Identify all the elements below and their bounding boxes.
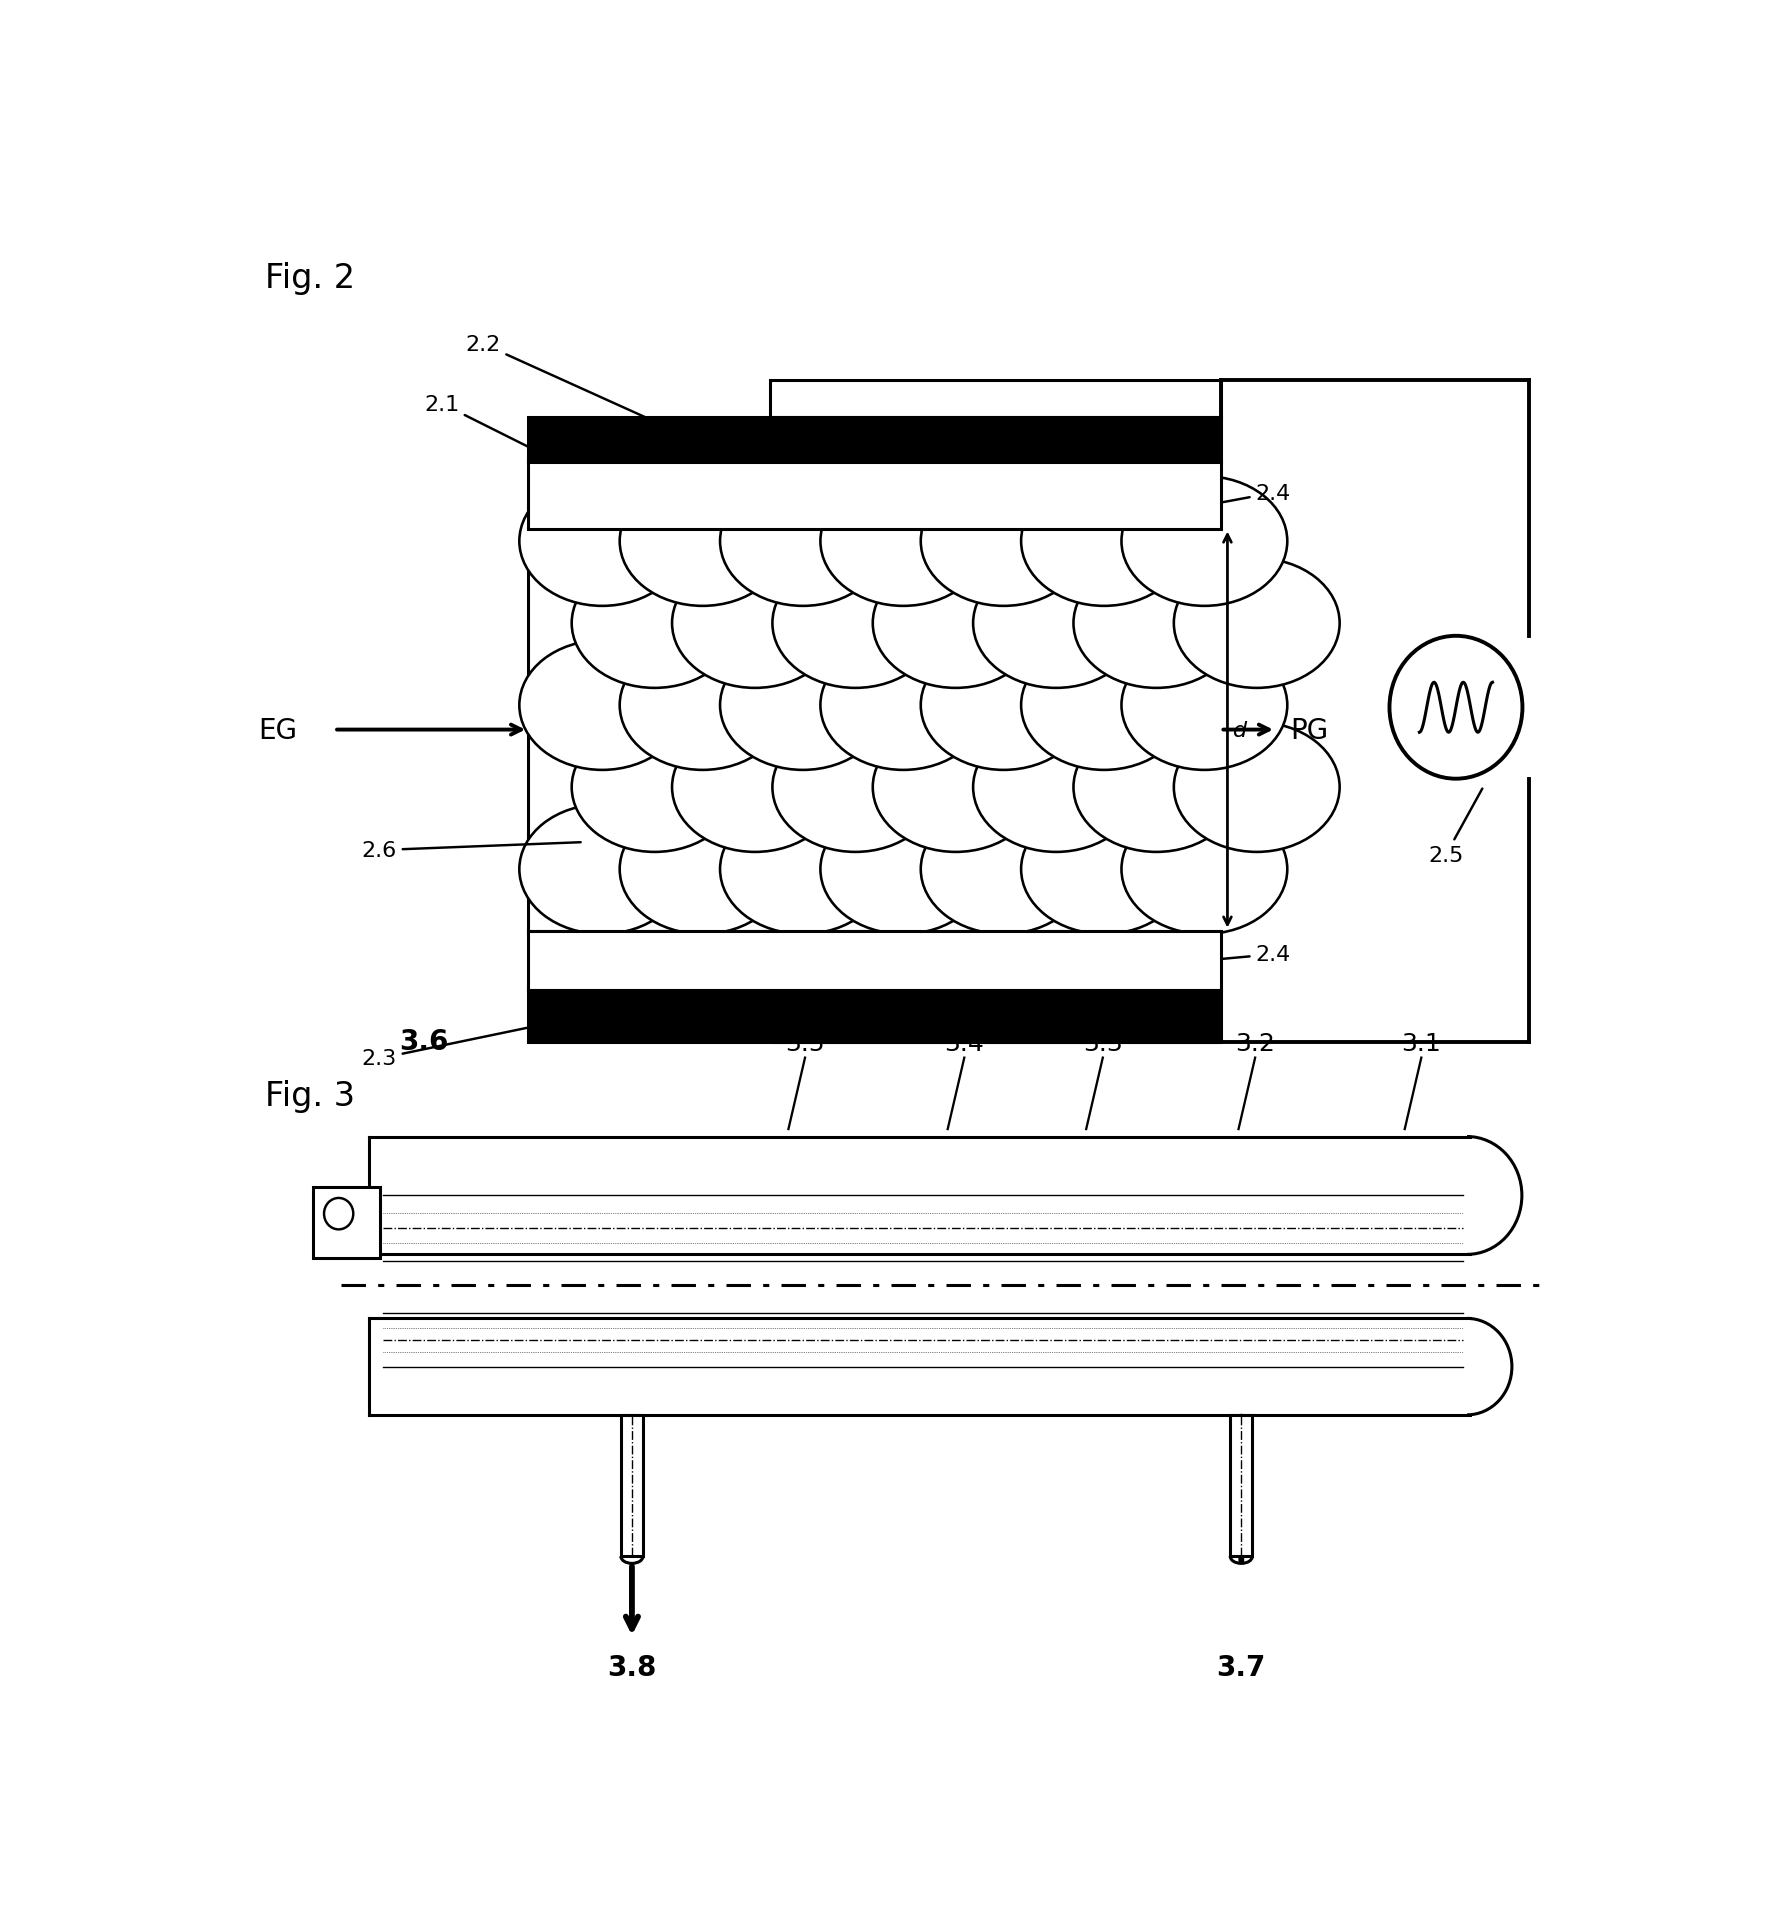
- Text: 3.7: 3.7: [1217, 1654, 1265, 1681]
- Bar: [770, 381, 1221, 417]
- Ellipse shape: [572, 558, 738, 688]
- Ellipse shape: [1020, 806, 1187, 935]
- Text: Fig. 2: Fig. 2: [264, 261, 356, 294]
- Ellipse shape: [1074, 558, 1240, 688]
- Ellipse shape: [1122, 477, 1287, 607]
- Text: 2.2: 2.2: [466, 334, 692, 439]
- Ellipse shape: [720, 477, 886, 607]
- Ellipse shape: [672, 558, 838, 688]
- Text: EG: EG: [257, 717, 297, 744]
- Ellipse shape: [620, 806, 786, 935]
- Ellipse shape: [772, 723, 938, 852]
- Ellipse shape: [720, 641, 886, 771]
- Bar: [620, 1414, 643, 1557]
- Text: 2.6: 2.6: [361, 840, 581, 860]
- Text: PG: PG: [1290, 717, 1328, 744]
- Text: 3.3: 3.3: [1083, 1032, 1122, 1055]
- Ellipse shape: [820, 477, 986, 607]
- Text: 3.4: 3.4: [944, 1032, 985, 1055]
- Ellipse shape: [520, 477, 684, 607]
- Text: 3.5: 3.5: [784, 1032, 826, 1055]
- Ellipse shape: [974, 558, 1138, 688]
- Ellipse shape: [1174, 558, 1340, 688]
- Text: d: d: [1233, 721, 1247, 740]
- Ellipse shape: [620, 641, 786, 771]
- Ellipse shape: [920, 806, 1086, 935]
- Ellipse shape: [572, 723, 738, 852]
- Text: 2.5: 2.5: [1428, 788, 1481, 866]
- Bar: [529, 462, 1221, 529]
- Text: 3.2: 3.2: [1235, 1032, 1276, 1055]
- Ellipse shape: [520, 641, 684, 771]
- Ellipse shape: [1122, 641, 1287, 771]
- Ellipse shape: [672, 723, 838, 852]
- Text: 2.3: 2.3: [361, 1016, 581, 1068]
- Text: 3.8: 3.8: [608, 1654, 656, 1681]
- Text: 3.1: 3.1: [1401, 1032, 1440, 1055]
- Ellipse shape: [1074, 723, 1240, 852]
- Ellipse shape: [1020, 641, 1187, 771]
- Ellipse shape: [1122, 806, 1287, 935]
- Text: 2.4: 2.4: [1210, 483, 1290, 506]
- Ellipse shape: [520, 806, 684, 935]
- Bar: [529, 529, 1221, 931]
- Ellipse shape: [1174, 723, 1340, 852]
- Ellipse shape: [820, 641, 986, 771]
- Ellipse shape: [820, 806, 986, 935]
- Ellipse shape: [872, 723, 1038, 852]
- Bar: [529, 991, 1221, 1043]
- Ellipse shape: [974, 723, 1138, 852]
- Ellipse shape: [772, 558, 938, 688]
- Ellipse shape: [720, 806, 886, 935]
- Ellipse shape: [872, 558, 1038, 688]
- Text: 3.6: 3.6: [400, 1028, 449, 1055]
- Ellipse shape: [920, 477, 1086, 607]
- Ellipse shape: [620, 477, 786, 607]
- Ellipse shape: [1020, 477, 1187, 607]
- Bar: [1229, 1414, 1253, 1557]
- Text: 2.4: 2.4: [1210, 945, 1290, 964]
- Circle shape: [323, 1198, 354, 1231]
- Bar: [529, 931, 1221, 991]
- Circle shape: [1390, 636, 1523, 779]
- Text: Fig. 3: Fig. 3: [264, 1080, 356, 1113]
- Text: 2.1: 2.1: [424, 394, 622, 495]
- Bar: [529, 417, 1221, 462]
- Bar: [313, 1186, 381, 1258]
- Ellipse shape: [920, 641, 1086, 771]
